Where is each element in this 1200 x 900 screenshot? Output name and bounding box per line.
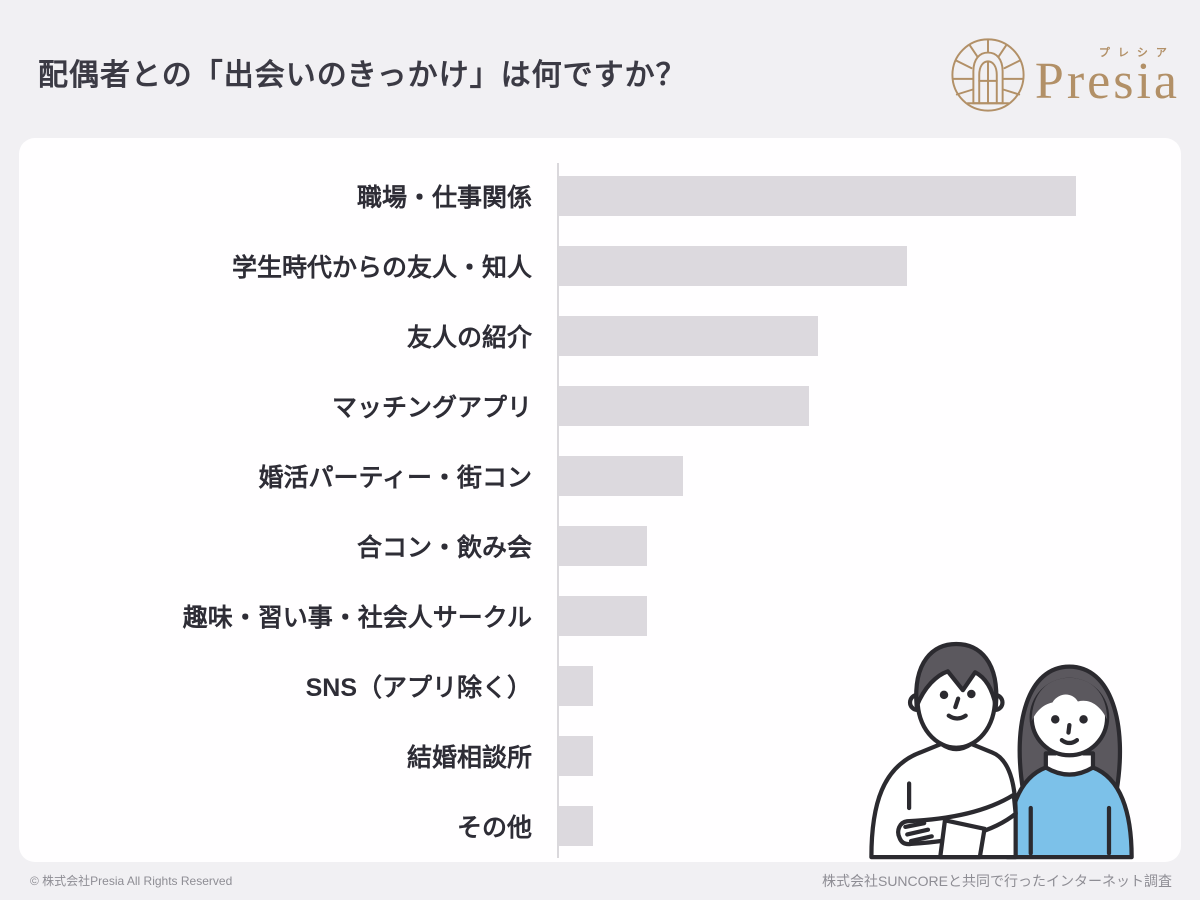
- logo-furigana: プレシア: [1098, 47, 1175, 59]
- chart-axis-line: [557, 163, 559, 858]
- chart-row: マッチングアプリ: [19, 371, 1181, 441]
- bar: [557, 456, 683, 496]
- chart-rows: 職場・仕事関係 学生時代からの友人・知人 友人の紹介 マッチングアプリ 婚活パー…: [19, 161, 1181, 861]
- bar: [557, 246, 908, 286]
- bar: [557, 666, 593, 706]
- logo-text: プレシア Presia: [1035, 42, 1180, 108]
- chart-row: 職場・仕事関係: [19, 161, 1181, 231]
- bar: [557, 736, 593, 776]
- chart-row: 友人の紹介: [19, 301, 1181, 371]
- chart-row: その他: [19, 791, 1181, 861]
- chart-row: 合コン・飲み会: [19, 511, 1181, 581]
- chart-row: SNS（アプリ除く）: [19, 651, 1181, 721]
- survey-note-text: 株式会社SUNCOREと共同で行ったインターネット調査: [821, 873, 1172, 889]
- category-label: 友人の紹介: [406, 324, 532, 352]
- bar: [557, 596, 647, 636]
- bar: [557, 806, 593, 846]
- arched-window-icon: [949, 36, 1027, 114]
- chart-row: 婚活パーティー・街コン: [19, 441, 1181, 511]
- chart-card: 職場・仕事関係 学生時代からの友人・知人 友人の紹介 マッチングアプリ 婚活パー…: [19, 138, 1181, 862]
- bar: [557, 316, 818, 356]
- bar-area: [557, 596, 1141, 636]
- bar-area: [557, 456, 1141, 496]
- category-label: 合コン・飲み会: [356, 534, 532, 562]
- category-label: SNS（アプリ除く）: [305, 674, 532, 702]
- bar-area: [557, 176, 1141, 216]
- bar-area: [557, 806, 1141, 846]
- page-title: 配偶者との「出会いのきっかけ」は何ですか？: [38, 59, 687, 92]
- copyright-text: © 株式会社Presia All Rights Reserved: [30, 874, 233, 888]
- bar: [557, 176, 1077, 216]
- category-label: 学生時代からの友人・知人: [231, 254, 532, 282]
- bar: [557, 526, 647, 566]
- category-label: マッチングアプリ: [331, 394, 532, 422]
- category-label: 婚活パーティー・街コン: [258, 464, 532, 492]
- bar-area: [557, 736, 1141, 776]
- chart-row: 学生時代からの友人・知人: [19, 231, 1181, 301]
- presia-logo: プレシア Presia: [949, 36, 1180, 114]
- bar-area: [557, 526, 1141, 566]
- man-figure: [869, 641, 1018, 860]
- bar: [557, 386, 809, 426]
- chart-row: 結婚相談所: [19, 721, 1181, 791]
- bar-area: [557, 246, 1141, 286]
- bar-area: [557, 386, 1141, 426]
- bar-area: [557, 316, 1141, 356]
- category-label: 趣味・習い事・社会人サークル: [182, 604, 532, 632]
- woman-figure: [1005, 664, 1134, 860]
- bar-area: [557, 666, 1141, 706]
- logo-wordmark: Presia: [1034, 53, 1180, 110]
- category-label: 結婚相談所: [406, 744, 532, 772]
- chart-row: 趣味・習い事・社会人サークル: [19, 581, 1181, 651]
- category-label: 職場・仕事関係: [356, 184, 532, 212]
- couple-illustration: [869, 641, 1134, 860]
- category-label: その他: [456, 814, 532, 842]
